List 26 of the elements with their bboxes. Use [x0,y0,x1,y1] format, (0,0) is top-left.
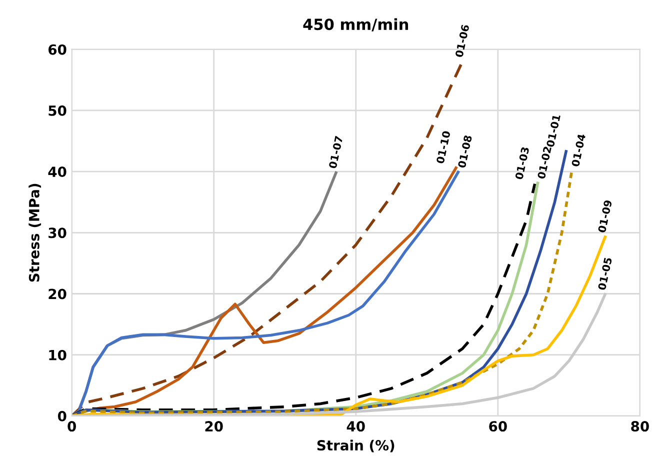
text: 01-01 [546,114,561,148]
text: 01-04 [571,134,586,167]
text: 01-03 [514,146,530,180]
text: 01-06 [454,24,470,58]
y-tick-label: 20 [48,288,66,300]
y-axis-title: Stress (MPa) [28,184,42,282]
line-series [72,292,607,416]
x-tick-label: 60 [489,421,507,432]
y-tick-label: 10 [49,350,66,360]
y-tick-label: 40 [48,166,66,178]
y-tick-label: 30 [48,228,66,238]
y-tick-label: 60 [48,44,66,55]
text: 01-07 [328,136,343,169]
x-tick-label: 20 [205,421,223,432]
text: 01-02 [537,146,552,180]
text: 01-08 [458,135,472,168]
x-tick-label: 0 [68,421,76,432]
chart-title: 450 mm/min [303,18,408,32]
text: 01-10 [436,130,451,164]
text: 01-05 [598,257,612,290]
y-tick-label: 0 [58,410,66,422]
text: 01-09 [598,200,612,233]
x-tick-label: 40 [346,421,365,432]
x-axis-title: Strain (%) [317,440,394,452]
y-tick-label: 50 [48,105,66,116]
x-tick-label: 80 [631,421,649,432]
